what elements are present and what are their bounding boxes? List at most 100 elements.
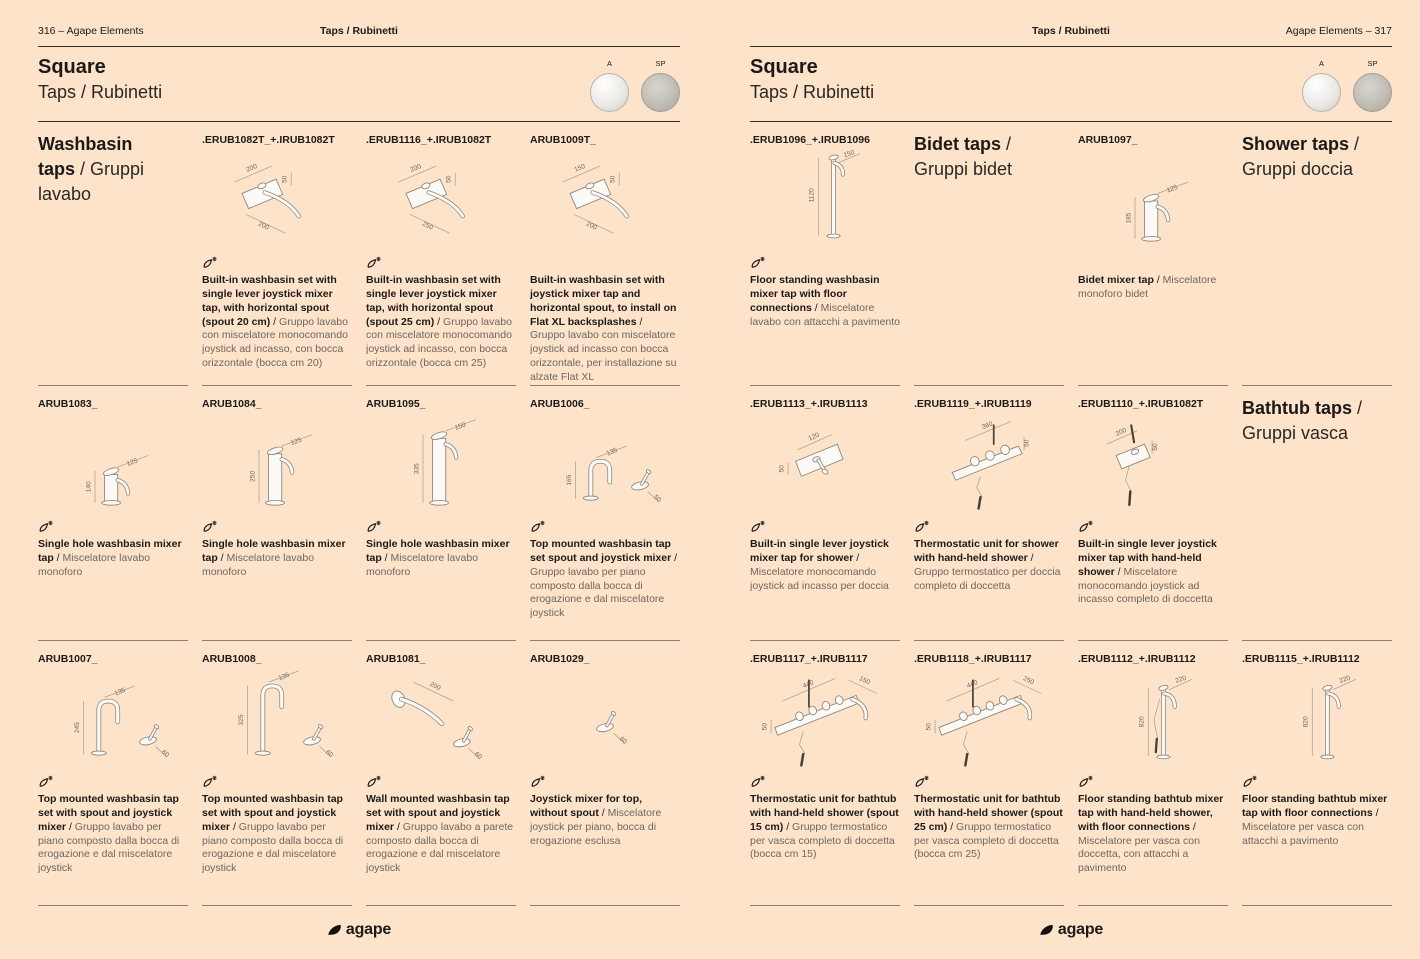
bottom-rules [750,905,1392,907]
svg-text:135: 135 [606,447,619,458]
svg-text:125: 125 [1166,184,1179,194]
product-description: Built-in washbasin set with joystick mix… [530,274,677,384]
agape-leaf-icon [1039,924,1053,935]
svg-text:60: 60 [160,749,170,759]
page-right: Taps / Rubinetti Agape Elements – 317 Sq… [710,0,1420,959]
finish-a-circle [1302,73,1341,112]
eco-icon [366,775,516,790]
product-drawing: 44025050 [914,667,1064,773]
product-drawing: 150 50 200 [530,148,680,254]
eco-icon [1078,520,1228,535]
swatch-sp: SP [641,59,680,121]
product-card: .ERUB1112_+.IRUB1112 220 820 Floor standi… [1078,640,1228,905]
svg-text:165: 165 [566,474,573,485]
product-card: ARUB1081_ 200 60 Wall mounted washbasin t… [366,640,516,905]
finish-sp-circle [641,73,680,112]
finish-swatches: A SP [1302,47,1392,121]
product-drawing: 220 820 [1078,667,1228,773]
product-drawing: 125 185 [1078,148,1228,254]
svg-text:150: 150 [573,163,586,174]
product-code: .ERUB1117_+.IRUB1117 [750,653,868,665]
product-code: .ERUB1096_+.IRUB1096 [750,134,870,146]
eco-icon [202,256,352,271]
svg-text:1120: 1120 [809,188,816,203]
svg-text:125: 125 [290,437,303,447]
svg-text:60: 60 [324,749,334,759]
product-code: ARUB1007_ [38,653,98,665]
product-card: .ERUB1117_+.IRUB1117 44015050 Thermostat… [750,640,900,905]
svg-text:200: 200 [257,221,270,232]
product-grid-left: Washbasin taps / Gruppi lavabo .ERUB1082… [38,122,680,905]
svg-text:50: 50 [925,723,932,731]
svg-text:50: 50 [1152,443,1159,451]
product-card: .ERUB1082T_+.IRUB1082T 200 50 200 Built-in… [202,122,352,385]
eco-icon [366,520,516,535]
svg-text:135: 135 [278,672,291,683]
product-code: .ERUB1115_+.IRUB1112 [1242,653,1360,665]
product-drawing: 120 50 [750,412,900,518]
bottom-rules [38,905,680,907]
eco-icon [202,775,352,790]
product-card: ARUB1029_ 60 Joystick mixer for top, wit… [530,640,680,905]
svg-text:200: 200 [585,221,598,232]
swatch-sp: SP [1353,59,1392,121]
svg-text:820: 820 [1303,716,1310,727]
svg-text:150: 150 [843,149,856,159]
eco-icon [914,520,1064,535]
finish-a-circle [590,73,629,112]
product-drawing: 220 820 [1242,667,1392,773]
eco-icon [38,775,188,790]
svg-text:200: 200 [409,163,422,174]
eco-icon [1242,775,1392,790]
product-drawing: 150 335 [366,412,516,518]
eco-icon [530,775,680,790]
product-description: Top mounted washbasin tap set with spout… [202,793,344,875]
product-card: .ERUB1118_+.IRUB1117 44025050 Thermostat… [914,640,1064,905]
product-description: Single hole washbasin mixer tap / Miscel… [202,538,346,578]
svg-text:200: 200 [429,681,442,692]
product-code: ARUB1097_ [1078,134,1138,146]
collection-subtitle: Taps / Rubinetti [38,82,163,102]
svg-text:60: 60 [618,736,628,746]
page-footer: agape [750,921,1392,939]
svg-text:185: 185 [1125,212,1132,223]
product-drawing: 200 60 [366,667,516,773]
svg-text:135: 135 [114,687,127,698]
product-card: .ERUB1116_+.IRUB1082T 200 50 250 Built-in … [366,122,516,385]
product-description: Top mounted washbasin tap set spout and … [530,538,678,620]
agape-logo-text: agape [1057,921,1104,938]
svg-text:325: 325 [238,714,245,725]
product-description: Single hole washbasin mixer tap / Miscel… [366,538,510,578]
running-title: Taps / Rubinetti [320,25,398,37]
product-card: .ERUB1096_+.IRUB1096 150 1120 Floor stand… [750,122,900,385]
swatch-a: A [1302,59,1341,121]
product-description: Built-in single lever joystick mixer tap… [1078,538,1217,606]
eco-icon [38,520,188,535]
svg-text:50: 50 [445,175,452,183]
finish-sp-circle [1353,73,1392,112]
product-card: .ERUB1119_+.IRUB1119 360 50 Thermostatic … [914,385,1064,640]
agape-logo-text: agape [345,921,392,938]
product-code: .ERUB1118_+.IRUB1117 [914,653,1032,665]
product-drawing: 150 1120 [750,148,900,254]
eco-icon [530,256,680,271]
product-description: Bidet mixer tap / Miscelatore monoforo b… [1078,274,1217,300]
product-card: ARUB1008_ 135 325 60 Top mounted washbasin… [202,640,352,905]
product-drawing: 360 50 [914,412,1064,518]
eco-icon [366,256,516,271]
eco-icon [750,775,900,790]
eco-icon [750,520,900,535]
section-header-bathtub: Bathtub taps / Gruppi vasca [1242,385,1392,640]
product-drawing: 60 [530,667,680,773]
svg-text:50: 50 [1024,439,1031,447]
product-drawing: 135 325 60 [202,667,352,773]
svg-text:120: 120 [808,432,821,443]
product-card: ARUB1009T_ 150 50 200 Built-in washbasin s… [530,122,680,385]
product-description: Wall mounted washbasin tap set with spou… [366,793,514,875]
svg-text:60: 60 [473,751,483,761]
product-code: ARUB1006_ [530,398,590,410]
collection-subtitle: Taps / Rubinetti [750,82,875,102]
product-drawing: 200 50 [1078,412,1228,518]
title-bar: Square Taps / Rubinetti A SP [38,47,680,122]
